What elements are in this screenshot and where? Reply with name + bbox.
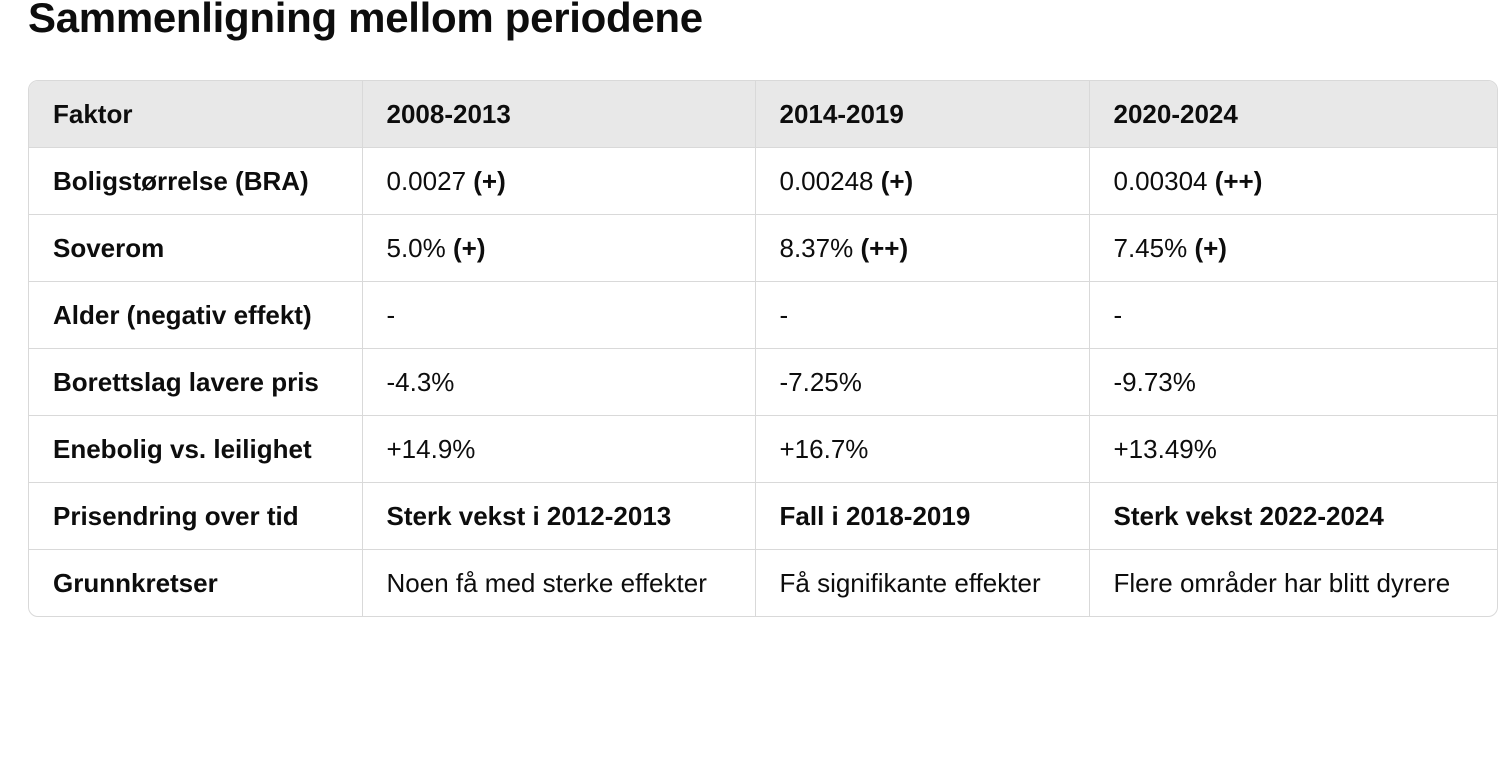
table-cell: Fall i 2018-2019 (755, 482, 1090, 550)
cell-value: Flere områder har blitt dyrere (1113, 568, 1451, 598)
table-cell: - (755, 281, 1090, 349)
table-row: Alder (negativ effekt) - - - (29, 281, 1497, 349)
cell-value: -4.3% (386, 367, 455, 397)
cell-value: 5.0% (386, 233, 446, 263)
cell-value: +13.49% (1113, 434, 1217, 464)
table-cell: Sterk vekst i 2012-2013 (362, 482, 756, 550)
row-factor-label: Alder (negativ effekt) (29, 281, 363, 349)
cell-value: Sterk vekst i 2012-2013 (386, 501, 672, 531)
cell-value: 8.37% (779, 233, 854, 263)
table-row: Soverom 5.0% (+) 8.37% (++) 7.45% (+) (29, 214, 1497, 282)
comparison-table-container: Faktor 2008-2013 2014-2019 2020-2024 Bol… (28, 80, 1498, 617)
table-cell: - (362, 281, 756, 349)
cell-value: -9.73% (1113, 367, 1196, 397)
significance-marker: (+) (1194, 233, 1227, 263)
table-cell: 0.0027 (+) (362, 147, 756, 215)
significance-marker: (+) (880, 166, 914, 196)
significance-marker: (++) (860, 233, 909, 263)
cell-value: - (779, 300, 789, 330)
column-header-period-2: 2014-2019 (755, 81, 1090, 148)
comparison-table: Faktor 2008-2013 2014-2019 2020-2024 Bol… (29, 81, 1497, 616)
table-cell: Sterk vekst 2022-2024 (1089, 482, 1497, 550)
cell-value: 0.00248 (779, 166, 874, 196)
table-cell: - (1089, 281, 1497, 349)
table-cell: 7.45% (+) (1089, 214, 1497, 282)
column-header-period-3: 2020-2024 (1089, 81, 1497, 148)
significance-marker: (+) (473, 166, 506, 196)
column-header-period-1: 2008-2013 (362, 81, 756, 148)
table-cell: -4.3% (362, 348, 756, 416)
table-cell: Flere områder har blitt dyrere (1089, 550, 1497, 617)
table-row: Borettslag lavere pris -4.3% -7.25% -9.73% (29, 348, 1497, 416)
significance-marker: (++) (1214, 166, 1263, 196)
table-row: Prisendring over tid Sterk vekst i 2012-2… (29, 482, 1497, 550)
cell-value: +16.7% (779, 434, 869, 464)
table-cell: 0.00248 (+) (755, 147, 1090, 215)
table-cell: 8.37% (++) (755, 214, 1090, 282)
row-factor-label: Borettslag lavere pris (29, 348, 363, 416)
cell-value: 7.45% (1113, 233, 1188, 263)
row-factor-label: Boligstørrelse (BRA) (29, 147, 363, 215)
table-header-row: Faktor 2008-2013 2014-2019 2020-2024 (29, 81, 1497, 148)
cell-value: -7.25% (779, 367, 862, 397)
cell-value: - (386, 300, 396, 330)
table-cell: -9.73% (1089, 348, 1497, 416)
table-row: Boligstørrelse (BRA) 0.0027 (+) 0.00248 (+… (29, 147, 1497, 215)
page-title: Sammenligning mellom periodene (28, 0, 703, 41)
row-factor-label: Enebolig vs. leilighet (29, 415, 363, 483)
row-factor-label: Prisendring over tid (29, 482, 363, 550)
table-row: Grunnkretser Noen få med sterke effekter F… (29, 549, 1497, 617)
column-header-factor: Faktor (29, 81, 363, 148)
cell-value: Sterk vekst 2022-2024 (1113, 501, 1384, 531)
cell-value: Noen få med sterke effekter (386, 568, 707, 598)
table-cell: Noen få med sterke effekter (362, 549, 756, 616)
cell-value: 0.00304 (1113, 166, 1208, 196)
table-cell: +16.7% (755, 415, 1090, 483)
cell-value: +14.9% (386, 434, 476, 464)
table-cell: +14.9% (362, 415, 756, 483)
cell-value: Fall i 2018-2019 (779, 501, 971, 531)
table-cell: -7.25% (755, 348, 1090, 416)
cell-value: Få signifikante effekter (779, 568, 1041, 598)
cell-value: - (1113, 300, 1123, 330)
table-cell: +13.49% (1089, 415, 1497, 483)
significance-marker: (+) (453, 233, 486, 263)
table-cell: 5.0% (+) (362, 214, 756, 282)
table-cell: Få signifikante effekter (755, 549, 1090, 616)
cell-value: 0.0027 (386, 166, 467, 196)
table-body: Boligstørrelse (BRA) 0.0027 (+) 0.00248 (+… (29, 147, 1497, 617)
table-cell: 0.00304 (++) (1089, 147, 1497, 215)
table-row: Enebolig vs. leilighet +14.9% +16.7% +13.49… (29, 415, 1497, 483)
row-factor-label: Soverom (29, 214, 363, 282)
row-factor-label: Grunnkretser (29, 549, 363, 616)
